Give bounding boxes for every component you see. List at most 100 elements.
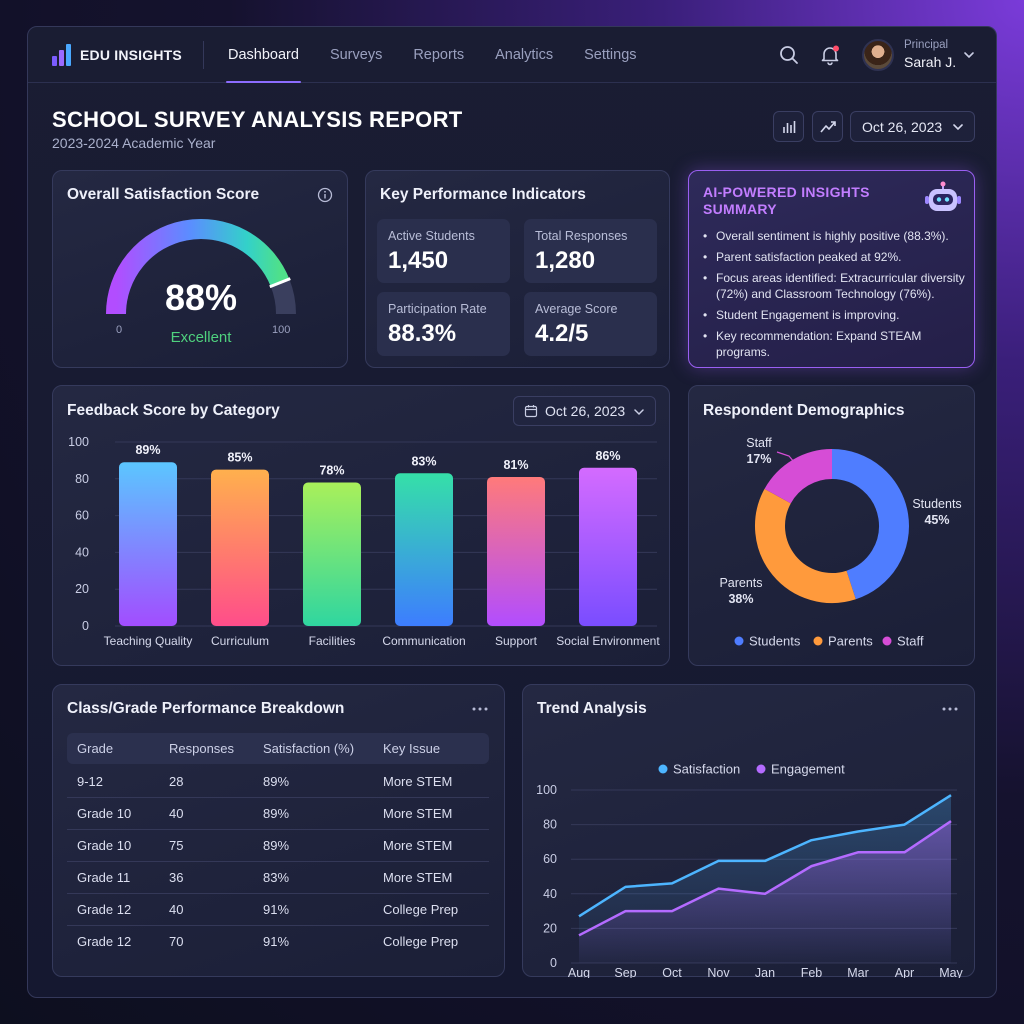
- x-tick-label: Curriculum: [211, 634, 269, 648]
- table-row[interactable]: 9-12 28 89% More STEM: [67, 766, 489, 798]
- y-tick-label: 0: [82, 619, 89, 633]
- insight-item: Key recommendation: Expand STEAM program…: [703, 328, 973, 360]
- kpi-average-score[interactable]: Average Score 4.2/5: [524, 292, 657, 356]
- kpi-label: Average Score: [535, 302, 618, 316]
- x-tick-label: Communication: [382, 634, 465, 648]
- cell-key-issue: More STEM: [383, 870, 453, 885]
- slice-label: Students: [912, 497, 961, 511]
- x-tick-label: Jan: [755, 966, 775, 978]
- more-options-icon[interactable]: [942, 705, 958, 713]
- kpi-participation-rate[interactable]: Participation Rate 88.3%: [377, 292, 510, 356]
- header-responses[interactable]: Responses: [169, 741, 235, 756]
- bar: [579, 467, 637, 626]
- kpi-total-responses[interactable]: Total Responses 1,280: [524, 219, 657, 283]
- cell-grade: Grade 12: [77, 934, 132, 949]
- trend-view-button[interactable]: [812, 111, 843, 142]
- cell-key-issue: More STEM: [383, 774, 453, 789]
- cell-grade: Grade 12: [77, 902, 132, 917]
- chevron-down-icon[interactable]: [963, 49, 975, 61]
- bar-data-label: 78%: [319, 463, 344, 477]
- bar: [395, 473, 453, 626]
- tab-analytics[interactable]: Analytics: [495, 47, 554, 63]
- table-row[interactable]: Grade 10 75 89% More STEM: [67, 830, 489, 862]
- bar-chart-view-button[interactable]: [773, 111, 804, 142]
- legend-dot: [756, 764, 766, 774]
- demographics-donut-chart: Students 45% Parents 38% Staff 17% Students Par…: [719, 436, 961, 649]
- user-role: Principal: [904, 39, 949, 51]
- donut-slice: [755, 488, 856, 603]
- bar-data-label: 83%: [411, 454, 436, 468]
- cell-key-issue: College Prep: [383, 934, 459, 949]
- cell-responses: 70: [169, 934, 184, 949]
- legend-label: Parents: [828, 634, 873, 649]
- header-satisfaction[interactable]: Satisfaction (%): [263, 741, 355, 756]
- header-grade[interactable]: Grade: [77, 741, 114, 756]
- header-key-issue[interactable]: Key Issue: [383, 741, 441, 756]
- satisfaction-card: Overall Satisfaction Score 88% Excellent…: [52, 170, 348, 368]
- y-tick-label: 60: [75, 509, 89, 523]
- search-icon[interactable]: [778, 44, 800, 66]
- brand[interactable]: EDU INSIGHTS: [52, 44, 182, 66]
- cell-responses: 75: [169, 838, 184, 853]
- cell-satisfaction: 89%: [263, 838, 290, 853]
- x-tick-label: Apr: [895, 966, 914, 978]
- chart-date-picker[interactable]: Oct 26, 2023: [513, 396, 656, 426]
- y-tick-label: 20: [75, 582, 89, 596]
- more-options-icon[interactable]: [472, 705, 488, 713]
- bar-data-label: 86%: [595, 449, 620, 463]
- tab-reports[interactable]: Reports: [413, 47, 465, 63]
- insight-item: Student Engagement is improving.: [703, 307, 973, 323]
- satisfaction-gauge: [106, 219, 296, 315]
- slice-value-label: 38%: [728, 592, 753, 606]
- legend-label: Staff: [897, 634, 924, 649]
- avatar[interactable]: [862, 39, 894, 71]
- table-row[interactable]: Grade 11 36 83% More STEM: [67, 862, 489, 894]
- grade-breakdown-card: Class/Grade Performance Breakdown Grade …: [52, 684, 505, 977]
- cell-key-issue: More STEM: [383, 806, 453, 821]
- kpi-active-students[interactable]: Active Students 1,450: [377, 219, 510, 283]
- cell-key-issue: More STEM: [383, 838, 453, 853]
- table-row[interactable]: Grade 12 40 91% College Prep: [67, 894, 489, 926]
- card-title: Respondent Demographics: [703, 402, 905, 419]
- app-window: EDU INSIGHTS Dashboard Surveys Reports A…: [27, 26, 997, 998]
- tab-surveys[interactable]: Surveys: [329, 47, 383, 63]
- y-tick-label: 100: [536, 783, 557, 797]
- nav-divider: [203, 41, 204, 69]
- slice-label: Staff: [746, 436, 772, 450]
- gauge-marker: [269, 277, 291, 289]
- table-header: Grade Responses Satisfaction (%) Key Iss…: [67, 733, 489, 764]
- donut-slice: [764, 449, 833, 504]
- kpi-label: Participation Rate: [388, 302, 487, 316]
- trend-line-chart: 0 20 40 60 80 100 Aug Sep Oct Nov Jan Feb Mar Apr May S…: [536, 762, 963, 979]
- demographics-card: Respondent Demographics Students 45% Paren…: [688, 385, 975, 666]
- y-tick-label: 80: [75, 472, 89, 486]
- y-tick-label: 40: [75, 545, 89, 559]
- legend-dot: [882, 636, 892, 646]
- insight-item: Parent satisfaction peaked at 92%.: [703, 249, 973, 265]
- cell-responses: 40: [169, 902, 184, 917]
- donut-slice: [831, 449, 909, 600]
- feedback-chart-card: Feedback Score by Category Oct 26, 2023 …: [52, 385, 670, 666]
- slice-value-label: 17%: [746, 452, 771, 466]
- date-picker[interactable]: Oct 26, 2023: [850, 111, 975, 142]
- x-tick-label: Social Environment: [556, 634, 660, 648]
- cell-grade: Grade 10: [77, 806, 132, 821]
- nav-tabs: Dashboard Surveys Reports Analytics Sett…: [226, 27, 668, 83]
- bar-data-label: 81%: [503, 458, 528, 472]
- info-icon[interactable]: [317, 187, 333, 203]
- legend-dot: [813, 636, 823, 646]
- chart-date-value: Oct 26, 2023: [545, 403, 626, 419]
- bell-icon[interactable]: [819, 44, 841, 66]
- tab-dashboard[interactable]: Dashboard: [226, 27, 301, 83]
- gauge-min-label: 0: [116, 324, 123, 336]
- cell-responses: 36: [169, 870, 184, 885]
- y-tick-label: 80: [543, 818, 557, 832]
- series-line: [578, 820, 952, 937]
- tab-settings[interactable]: Settings: [584, 47, 637, 63]
- table-row[interactable]: Grade 10 40 89% More STEM: [67, 798, 489, 830]
- leader-line: [776, 451, 800, 469]
- table-row[interactable]: Grade 12 70 91% College Prep: [67, 926, 489, 958]
- y-tick-label: 40: [543, 887, 557, 901]
- date-picker-value: Oct 26, 2023: [862, 118, 943, 135]
- cell-responses: 28: [169, 774, 184, 789]
